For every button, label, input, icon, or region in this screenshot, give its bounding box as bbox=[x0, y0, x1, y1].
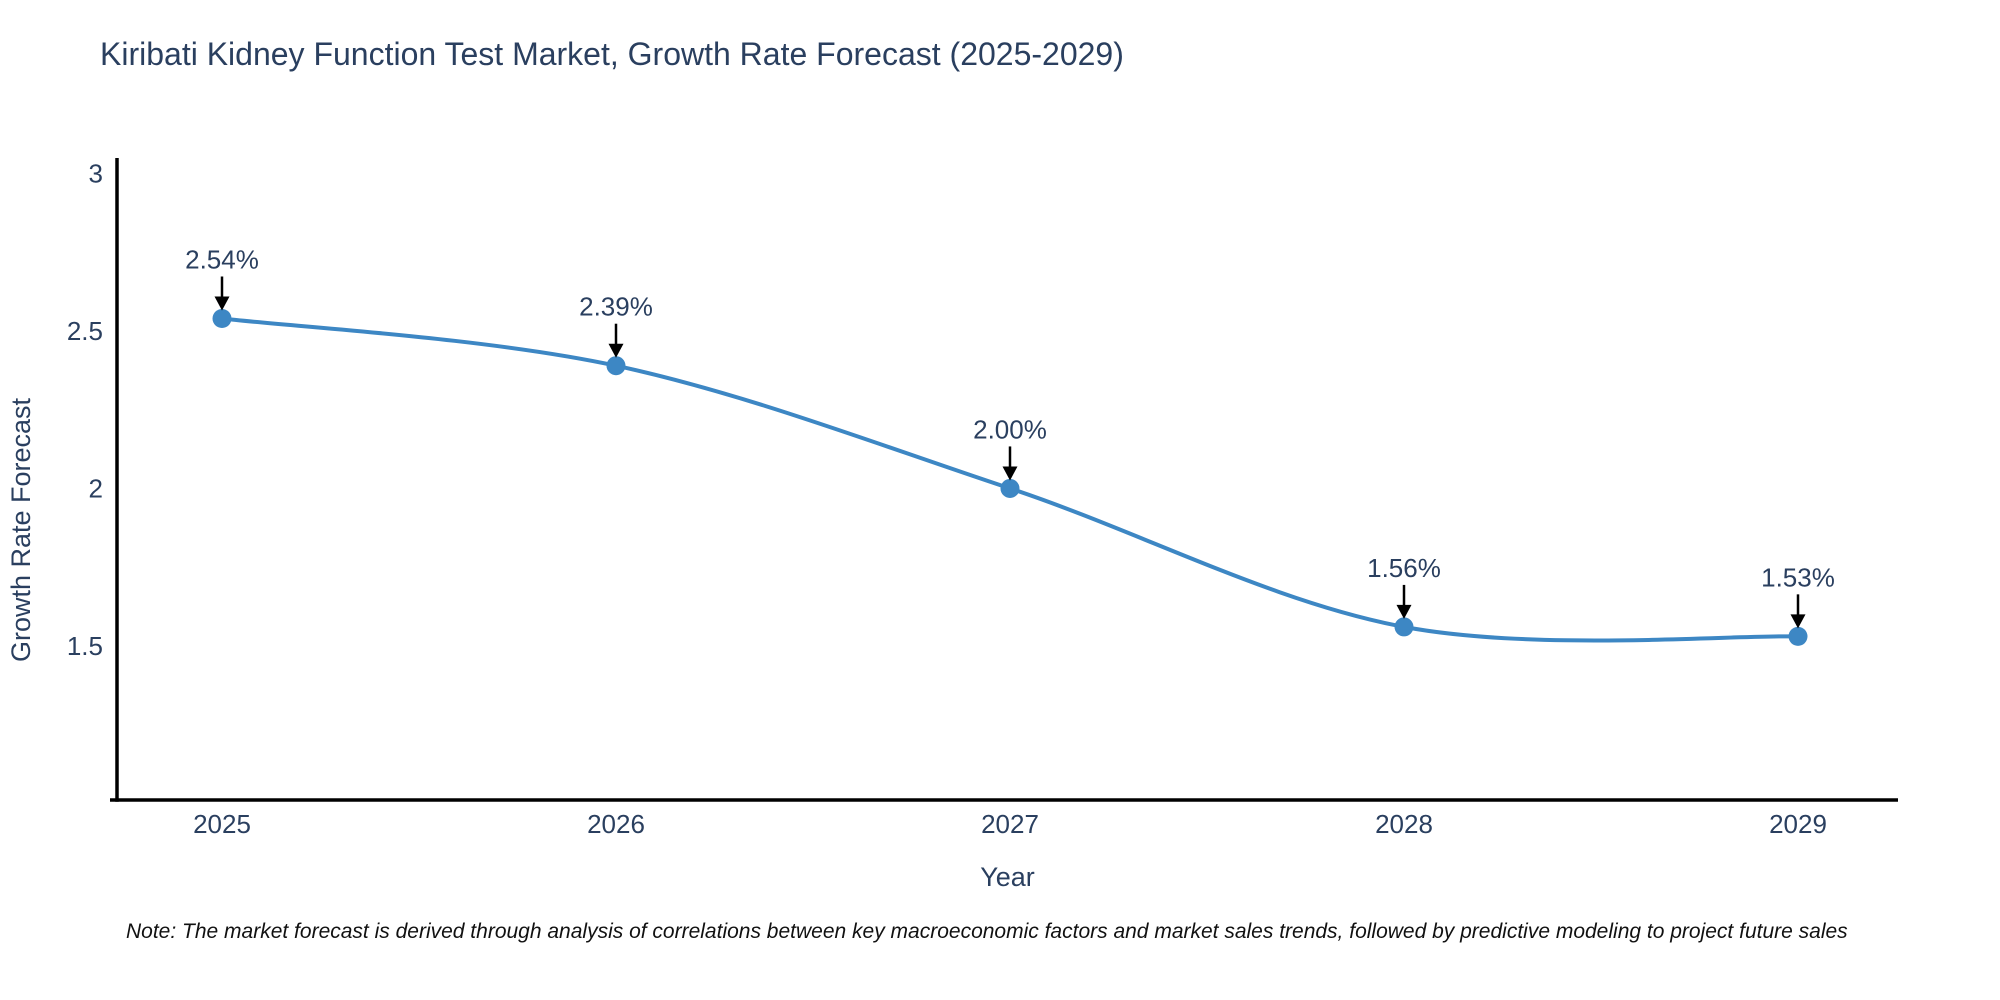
y-tick-label: 1.5 bbox=[67, 631, 103, 661]
data-point-marker[interactable] bbox=[1788, 626, 1808, 646]
annotation-arrowhead bbox=[1396, 604, 1412, 619]
data-point-marker[interactable] bbox=[1000, 478, 1020, 498]
annotation-arrowhead bbox=[1790, 614, 1806, 629]
data-point-marker[interactable] bbox=[1394, 617, 1414, 637]
y-tick-label: 3 bbox=[89, 159, 103, 189]
x-tick-label: 2027 bbox=[981, 809, 1039, 839]
data-point-label: 1.56% bbox=[1367, 553, 1441, 583]
data-point-marker[interactable] bbox=[606, 356, 626, 376]
x-tick-label: 2026 bbox=[587, 809, 645, 839]
page-title: Kiribati Kidney Function Test Market, Gr… bbox=[100, 36, 1124, 72]
annotation-arrowhead bbox=[214, 296, 230, 311]
data-point-label: 2.54% bbox=[185, 245, 259, 275]
note-text: Note: The market forecast is derived thr… bbox=[126, 920, 1848, 943]
data-point-label: 2.39% bbox=[579, 292, 653, 322]
data-point-label: 1.53% bbox=[1761, 562, 1835, 592]
data-point-marker[interactable] bbox=[212, 309, 232, 328]
annotation-arrowhead bbox=[1002, 466, 1018, 481]
annotation-arrowhead bbox=[608, 343, 624, 358]
x-tick-label: 2029 bbox=[1769, 809, 1827, 839]
y-tick-label: 2 bbox=[89, 473, 103, 503]
x-tick-label: 2028 bbox=[1375, 809, 1433, 839]
data-point-label: 2.00% bbox=[973, 414, 1047, 444]
x-axis-title: Year bbox=[980, 862, 1035, 892]
y-axis-title: Growth Rate Forecast bbox=[6, 397, 36, 662]
x-tick-label: 2025 bbox=[193, 809, 251, 839]
y-tick-label: 2.5 bbox=[67, 316, 103, 346]
